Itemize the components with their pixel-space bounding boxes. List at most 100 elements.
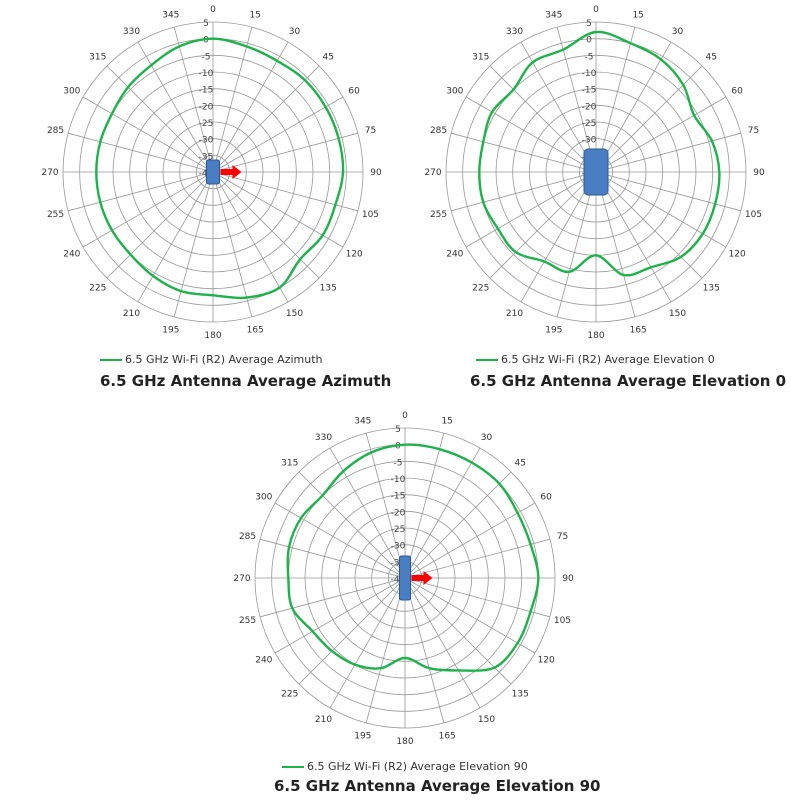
elevation90-angle-tick-label: 315: [281, 459, 298, 469]
elevation0-grid-spoke: [556, 27, 597, 173]
azimuth-angle-tick-label: 330: [123, 27, 140, 37]
azimuth-legend-label: 6.5 GHz Wi-Fi (R2) Average Azimuth: [125, 353, 323, 366]
azimuth-grid-spoke: [68, 132, 214, 173]
elevation0-angle-tick-label: 60: [731, 87, 743, 97]
elevation90-angle-tick-label: 300: [255, 493, 272, 503]
elevation90-angle-tick-label: 15: [441, 417, 452, 427]
elevation90-angle-tick-label: 345: [354, 417, 371, 427]
azimuth-grid-spoke: [212, 96, 344, 173]
elevation90-radial-tick-label: 0: [395, 442, 401, 452]
elevation0-angle-tick-label: 180: [587, 331, 604, 341]
elevation90-grid-spoke: [260, 538, 406, 579]
azimuth-grid-spoke: [82, 96, 214, 173]
azimuth-direction-arrow-icon: [220, 165, 242, 179]
elevation0-grid-spoke: [595, 171, 727, 248]
azimuth-grid-spoke: [212, 171, 253, 317]
azimuth-angle-tick-label: 15: [249, 11, 260, 21]
elevation90-grid-spoke: [404, 447, 481, 579]
elevation0-radial-tick-label: -10: [582, 69, 597, 79]
elevation90-grid-spoke: [404, 433, 445, 579]
elevation0-angle-tick-label: 210: [506, 309, 523, 319]
elevation0-grid-spoke: [556, 171, 597, 317]
azimuth-angle-tick-label: 195: [162, 325, 179, 335]
elevation90-angle-tick-label: 0: [402, 411, 408, 421]
elevation0-angle-tick-label: 45: [706, 53, 717, 63]
elevation0-radial-tick-label: 0: [586, 36, 592, 46]
elevation90-radial-tick-label: -10: [391, 475, 406, 485]
elevation90-angle-tick-label: 120: [538, 656, 555, 666]
elevation0-angle-tick-label: 135: [703, 283, 720, 293]
azimuth-grid-spoke: [106, 65, 214, 173]
elevation90-grid-spoke: [404, 577, 445, 723]
elevation0-angle-tick-label: 345: [545, 11, 562, 21]
elevation90-legend-swatch: [282, 766, 304, 768]
azimuth-data-series-line: [95, 37, 345, 300]
azimuth-radial-tick-label: -5: [202, 52, 211, 62]
elevation0-angle-tick-label: 105: [745, 210, 762, 220]
elevation90-grid-spoke: [274, 502, 406, 579]
azimuth-angle-tick-label: 225: [89, 283, 106, 293]
azimuth-angle-tick-label: 240: [63, 250, 80, 260]
elevation90-angle-tick-label: 210: [315, 715, 332, 725]
elevation90-angle-tick-label: 45: [515, 459, 526, 469]
elevation90-radial-tick-label: -15: [391, 492, 406, 502]
elevation0-grid-spoke: [595, 171, 672, 303]
azimuth-grid-spoke: [173, 27, 214, 173]
elevation0-angle-tick-label: 120: [729, 250, 746, 260]
elevation90-grid-spoke: [365, 577, 406, 723]
elevation90-polar-plot: 0 15 30 45 60 75 90 105 120 135 150 165 180 195 210 225…: [233, 411, 574, 747]
azimuth-angle-tick-label: 120: [346, 250, 363, 260]
azimuth-radial-tick-label: -15: [199, 86, 214, 96]
elevation90-angle-tick-label: 285: [239, 532, 256, 542]
elevation90-radial-tick-label: 5: [395, 425, 401, 435]
azimuth-angle-tick-label: 75: [365, 126, 376, 136]
azimuth-grid-spoke: [82, 171, 214, 248]
elevation0-angle-tick-label: 240: [446, 250, 463, 260]
azimuth-grid-spoke: [212, 65, 320, 173]
azimuth-grid-spoke: [68, 171, 214, 212]
azimuth-angle-tick-label: 315: [89, 53, 106, 63]
elevation0-grid-spoke: [465, 96, 597, 173]
azimuth-grid-spoke: [173, 171, 214, 317]
elevation90-grid-spoke: [404, 502, 536, 579]
elevation90-legend-label: 6.5 GHz Wi-Fi (R2) Average Elevation 90: [307, 760, 528, 773]
elevation90-grid-spoke: [260, 577, 406, 618]
azimuth-grid-spoke: [212, 41, 289, 173]
elevation0-grid-spoke: [595, 132, 741, 173]
elevation0-grid-spoke: [451, 132, 597, 173]
azimuth-grid-spoke: [212, 27, 253, 173]
elevation0-chart-title: 6.5 GHz Antenna Average Elevation 0: [470, 372, 787, 390]
elevation0-angle-tick-label: 30: [672, 27, 684, 37]
azimuth-angle-tick-label: 60: [348, 87, 360, 97]
elevation0-angle-tick-label: 315: [472, 53, 489, 63]
elevation90-radial-tick-label: -40: [391, 575, 406, 585]
azimuth-angle-tick-label: 150: [286, 309, 303, 319]
azimuth-angle-tick-label: 300: [63, 87, 80, 97]
elevation0-grid-spoke: [520, 41, 597, 173]
azimuth-antenna-body: [206, 159, 220, 185]
elevation0-antenna-body: [583, 148, 609, 196]
elevation90-radial-tick-label: -30: [391, 542, 406, 552]
elevation0-grid-spoke: [595, 171, 703, 279]
azimuth-angle-tick-label: 270: [41, 168, 58, 178]
azimuth-grid-spoke: [212, 132, 358, 173]
elevation0-legend-swatch: [476, 359, 498, 361]
elevation90-angle-tick-label: 330: [315, 433, 332, 443]
elevation0-radial-tick-label: -30: [582, 136, 597, 146]
azimuth-angle-tick-label: 90: [370, 168, 382, 178]
azimuth-radial-tick-label: -25: [199, 119, 214, 129]
elevation0-angle-tick-label: 0: [593, 5, 599, 15]
elevation0-legend-label: 6.5 GHz Wi-Fi (R2) Average Elevation 0: [501, 353, 715, 366]
azimuth-radial-tick-label: 5: [203, 19, 209, 29]
azimuth-radial-tick-label: -35: [199, 152, 214, 162]
azimuth-angle-tick-label: 45: [323, 53, 334, 63]
elevation90-angle-tick-label: 225: [281, 689, 298, 699]
elevation90-angle-tick-label: 150: [478, 715, 495, 725]
elevation90-grid-spoke: [298, 577, 406, 685]
elevation90-grid-spoke: [404, 577, 536, 654]
elevation90-grid-spoke: [404, 577, 481, 709]
elevation0-angle-tick-label: 330: [506, 27, 523, 37]
elevation0-grid-spoke: [595, 171, 741, 212]
elevation0-angle-tick-label: 90: [753, 168, 765, 178]
azimuth-angle-tick-label: 135: [320, 283, 337, 293]
